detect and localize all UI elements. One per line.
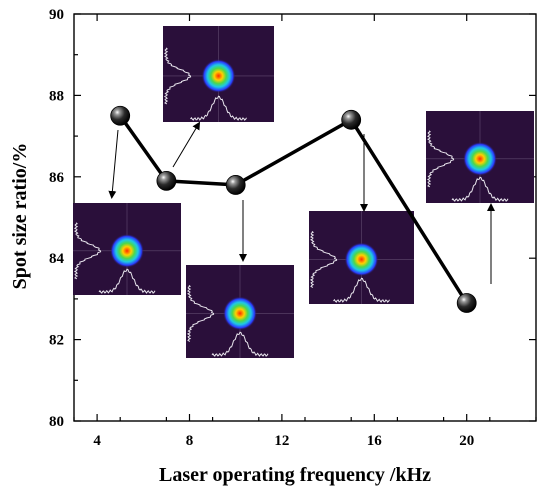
y-tick-label: 86 xyxy=(49,170,65,186)
x-tick-label: 20 xyxy=(459,433,474,449)
axes: 4 8 12 16 20 80 82 84 86 88 90 xyxy=(49,7,537,449)
beam-profile-vertical xyxy=(426,130,455,188)
beam-spot xyxy=(463,141,497,176)
y-tick-label: 88 xyxy=(49,88,64,104)
beam-spot xyxy=(344,242,379,277)
data-point xyxy=(341,109,362,130)
beam-profile-insets xyxy=(73,26,534,358)
beam-inset xyxy=(186,265,294,358)
beam-inset xyxy=(73,203,181,295)
beam-profile-horizontal xyxy=(451,176,509,202)
beam-spot xyxy=(201,58,236,93)
beam-profile-vertical xyxy=(309,231,338,288)
data-point xyxy=(110,105,131,126)
y-tick-label: 84 xyxy=(49,251,65,267)
beam-profile-vertical xyxy=(163,47,192,105)
inset-arrow xyxy=(172,121,201,168)
inset-arrow xyxy=(108,129,119,199)
beam-spot xyxy=(223,296,257,331)
x-tick-label: 4 xyxy=(93,433,101,449)
x-axis-title: Laser operating frequency /kHz xyxy=(159,464,431,486)
beam-profile-horizontal xyxy=(211,331,269,357)
beam-inset xyxy=(163,26,274,122)
beam-profile-horizontal xyxy=(190,95,247,121)
beam-profile-horizontal xyxy=(333,277,390,303)
x-tick-label: 16 xyxy=(367,433,383,449)
beam-profile-vertical xyxy=(73,222,102,280)
x-tick-label: 8 xyxy=(186,433,194,449)
beam-spot xyxy=(110,233,144,268)
beam-profile-horizontal xyxy=(98,268,156,294)
data-point xyxy=(225,175,246,195)
data-series xyxy=(110,105,477,313)
y-tick-label: 82 xyxy=(49,333,64,349)
x-tick-label: 12 xyxy=(274,433,289,449)
y-tick-label: 90 xyxy=(49,7,64,23)
data-point xyxy=(456,293,477,313)
y-axis-title: Spot size ratio/% xyxy=(9,143,31,290)
beam-inset xyxy=(309,211,414,304)
beam-profile-vertical xyxy=(186,285,215,342)
data-point xyxy=(156,170,177,191)
y-tick-label: 80 xyxy=(49,414,64,430)
inset-arrows xyxy=(108,121,495,284)
beam-inset xyxy=(426,111,534,203)
